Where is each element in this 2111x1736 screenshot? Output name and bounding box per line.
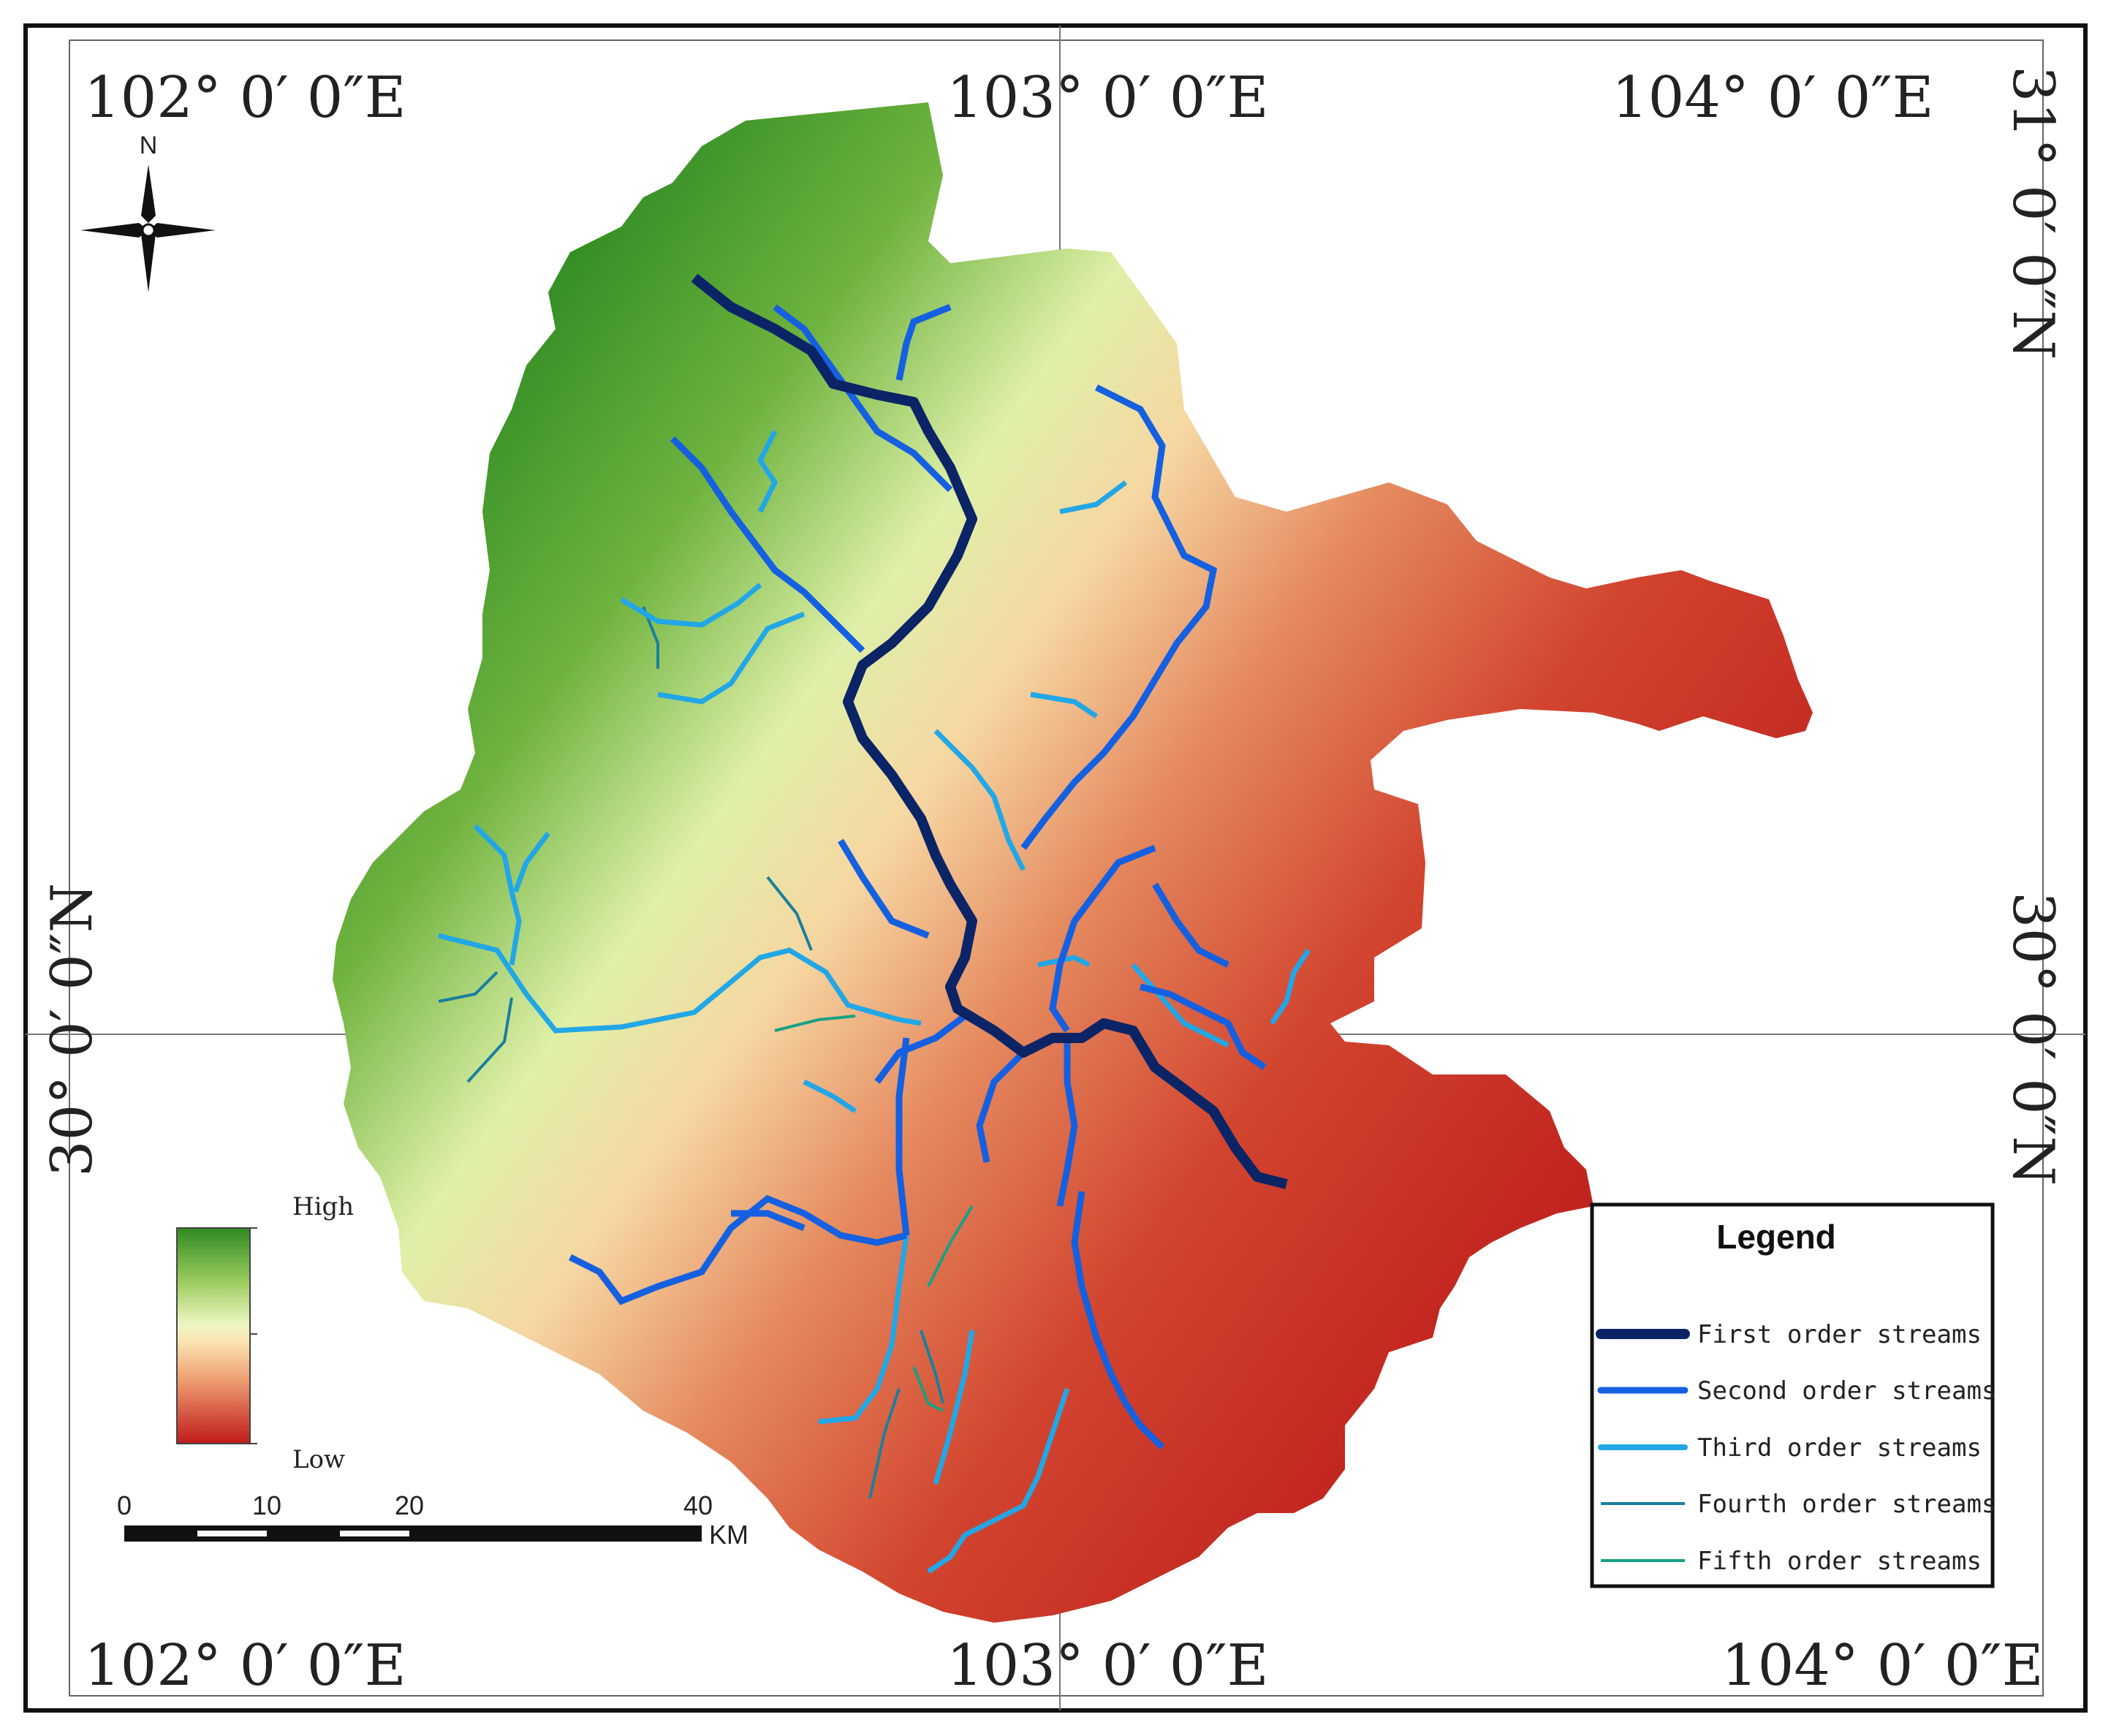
third-order-stream <box>473 824 522 966</box>
third-order-stream <box>512 831 550 893</box>
legend-item-third: Third order streams <box>1598 1433 1982 1463</box>
third-order-stream <box>933 729 1026 871</box>
third-order-stream <box>657 611 806 705</box>
legend-item-first: First order streams <box>1596 1320 1982 1349</box>
first-order-stream <box>691 273 1288 1189</box>
third-order-stream <box>1059 480 1128 515</box>
third-order-stream <box>1037 955 1091 968</box>
second-order-stream <box>976 1050 1026 1163</box>
coord-top-left: 102° 0′ 0″E <box>84 65 406 131</box>
north-label: N <box>140 132 158 159</box>
scale-tick-10: 10 <box>252 1490 281 1520</box>
legend-box <box>1590 1202 1995 1588</box>
legend-label: Fourth order streams <box>1697 1490 1996 1519</box>
scale-tick-0: 0 <box>117 1490 132 1520</box>
fifth-order-stream <box>912 1366 944 1412</box>
third-order-stream <box>818 1235 909 1425</box>
compass-rose-icon <box>80 164 216 292</box>
second-order-stream <box>874 1013 967 1084</box>
fourth-order-stream <box>642 606 659 669</box>
coord-bottom-mid: 103° 0′ 0″E <box>947 1633 1269 1699</box>
scale-bar: 0 10 20 40 KM <box>117 1490 748 1550</box>
scale-tick-20: 20 <box>395 1490 424 1520</box>
scale-bar-outline <box>124 1525 702 1542</box>
legend-label: Second order streams <box>1697 1376 1996 1406</box>
fourth-order-streams <box>438 606 944 1499</box>
legend-item-fifth: Fifth order streams <box>1601 1547 1982 1576</box>
second-order-stream <box>1071 1191 1165 1450</box>
second-order-stream <box>895 1037 910 1236</box>
second-order-stream <box>1049 844 1156 1033</box>
scale-unit: KM <box>709 1520 748 1550</box>
fourth-order-stream <box>766 876 813 951</box>
fourth-order-stream <box>868 1388 901 1499</box>
legend-title: Legend <box>1716 1218 1836 1256</box>
legend-label: Fifth order streams <box>1697 1547 1982 1576</box>
fifth-order-stream <box>774 1015 856 1032</box>
coord-bottom-left: 102° 0′ 0″E <box>84 1633 406 1699</box>
coord-top-right: 104° 0′ 0″E <box>1612 65 1934 131</box>
ramp-high-label: High <box>292 1192 354 1221</box>
coord-right-top: 31° 0′ 0″N <box>2000 66 2066 360</box>
scale-tick-40: 40 <box>683 1490 713 1520</box>
second-order-stream <box>773 304 953 493</box>
second-order-stream <box>670 436 865 653</box>
third-order-stream <box>803 1079 857 1113</box>
legend-item-fourth: Fourth order streams <box>1601 1490 1996 1519</box>
fourth-order-stream <box>466 997 513 1083</box>
legend-label: First order streams <box>1697 1320 1982 1349</box>
third-order-stream <box>1270 949 1311 1025</box>
second-order-stream <box>1139 983 1267 1070</box>
elevation-ramp: High Low <box>176 1192 354 1474</box>
third-order-stream <box>620 583 762 628</box>
legend-item-second: Second order streams <box>1597 1376 1996 1406</box>
legend-label: Third order streams <box>1697 1433 1982 1463</box>
fifth-order-stream <box>927 1205 974 1287</box>
third-order-streams <box>438 430 1311 1574</box>
coord-left-mid: 30° 0′ 0″N <box>39 883 105 1177</box>
second-order-streams <box>568 303 1267 1450</box>
second-order-stream <box>1152 882 1230 969</box>
third-order-stream <box>933 1330 975 1485</box>
legend: Legend First order streams Second order … <box>1590 1202 1996 1588</box>
second-order-stream <box>895 303 952 381</box>
third-order-stream <box>1030 691 1098 719</box>
third-order-stream <box>927 1387 1070 1574</box>
ramp-low-label: Low <box>292 1445 345 1474</box>
coord-right-mid: 30° 0′ 0″N <box>2000 892 2066 1186</box>
first-order-streams <box>691 273 1288 1189</box>
second-order-stream <box>838 838 930 939</box>
scale-bar-segment <box>197 1531 267 1536</box>
fourth-order-stream <box>920 1330 944 1404</box>
second-order-stream <box>1020 384 1218 850</box>
second-order-stream <box>568 1194 908 1305</box>
third-order-stream <box>1131 963 1229 1048</box>
scale-bar-segment <box>340 1531 409 1536</box>
coord-top-mid: 103° 0′ 0″E <box>947 65 1269 131</box>
third-order-stream <box>438 933 922 1034</box>
elevation-ramp-swatch <box>176 1227 251 1444</box>
inner-frame <box>69 39 2044 1697</box>
third-order-stream <box>757 430 778 513</box>
north-arrow: N <box>80 132 216 292</box>
fourth-order-stream <box>438 971 499 1003</box>
basin-terrain <box>333 102 1813 1623</box>
coord-bottom-right: 104° 0′ 0″E <box>1721 1633 2044 1699</box>
second-order-stream <box>1056 1038 1078 1207</box>
second-order-stream <box>731 1210 806 1232</box>
fifth-order-streams <box>774 1015 974 1412</box>
